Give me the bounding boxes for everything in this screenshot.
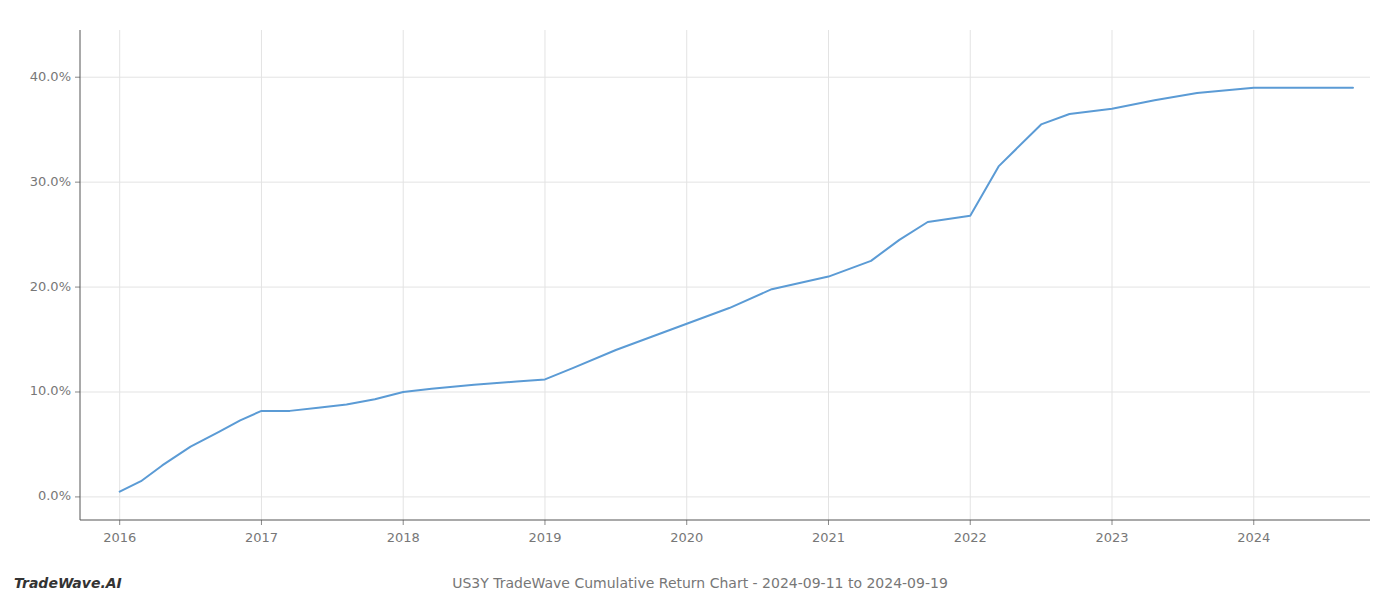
x-grid-line bbox=[403, 30, 404, 520]
y-grid-line bbox=[80, 496, 1370, 497]
y-grid-line bbox=[80, 182, 1370, 183]
x-tick-label: 2021 bbox=[812, 530, 845, 545]
y-tick-label: 40.0% bbox=[30, 69, 71, 84]
x-tick bbox=[119, 520, 120, 525]
line bbox=[120, 88, 1353, 492]
title: US3Y TradeWave Cumulative Return Chart -… bbox=[452, 575, 948, 591]
y-grid-line bbox=[80, 287, 1370, 288]
y-grid-line bbox=[80, 77, 1370, 78]
x-tick-label: 2024 bbox=[1237, 530, 1270, 545]
chart: 0.0% 10.0% 20.0% 30.0% 40.0% 2016 2017 2018 2019… bbox=[0, 0, 1400, 600]
x-grid-line bbox=[1253, 30, 1254, 520]
x-grid-line bbox=[686, 30, 687, 520]
y-tick bbox=[75, 287, 80, 288]
x-grid-line bbox=[970, 30, 971, 520]
watermark: TradeWave.AI bbox=[14, 575, 122, 591]
grid bbox=[80, 30, 1370, 520]
x-grid-line bbox=[119, 30, 120, 520]
x-tick bbox=[403, 520, 404, 525]
y-grid-line bbox=[80, 391, 1370, 392]
x-tick bbox=[970, 520, 971, 525]
y-tick-label: 30.0% bbox=[30, 174, 71, 189]
x-tick-label: 2018 bbox=[387, 530, 420, 545]
y-tick-label: 20.0% bbox=[30, 279, 71, 294]
x-tick-label: 2016 bbox=[103, 530, 136, 545]
y-tick bbox=[75, 391, 80, 392]
x-grid-line bbox=[828, 30, 829, 520]
y-tick bbox=[75, 77, 80, 78]
x-tick bbox=[261, 520, 262, 525]
x-tick bbox=[544, 520, 545, 525]
x-grid-line bbox=[1112, 30, 1113, 520]
x-grid-line bbox=[261, 30, 262, 520]
x-tick bbox=[1112, 520, 1113, 525]
x-axis-line bbox=[80, 520, 1370, 521]
x-grid-line bbox=[544, 30, 545, 520]
data bbox=[120, 88, 1353, 492]
y-tick bbox=[75, 496, 80, 497]
x-tick-label: 2019 bbox=[528, 530, 561, 545]
x-tick bbox=[1253, 520, 1254, 525]
y-tick bbox=[75, 182, 80, 183]
y-axis-line bbox=[80, 30, 81, 520]
x-tick-label: 2017 bbox=[245, 530, 278, 545]
x-tick-label: 2022 bbox=[954, 530, 987, 545]
x-tick-label: 2020 bbox=[670, 530, 703, 545]
axes: 0.0% 10.0% 20.0% 30.0% 40.0% 2016 2017 2018 2019… bbox=[30, 30, 1370, 545]
y-tick-label: 0.0% bbox=[38, 488, 71, 503]
x-tick bbox=[828, 520, 829, 525]
x-tick-label: 2023 bbox=[1095, 530, 1128, 545]
y-tick-label: 10.0% bbox=[30, 383, 71, 398]
x-tick bbox=[686, 520, 687, 525]
